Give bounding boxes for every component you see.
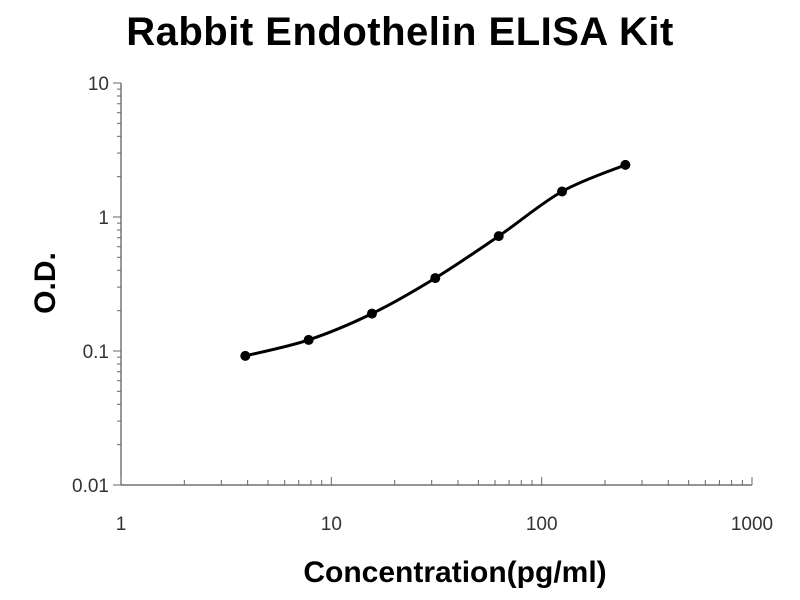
y-tick-label: 10 xyxy=(88,74,109,95)
y-tick-label: 0.01 xyxy=(72,476,109,497)
data-point xyxy=(493,231,504,242)
data-point xyxy=(557,186,568,197)
data-series xyxy=(240,159,631,361)
x-tick-label: 1 xyxy=(116,514,127,535)
y-tick-label: 0.1 xyxy=(83,342,109,363)
data-point xyxy=(303,334,314,345)
chart-title: Rabbit Endothelin ELISA Kit xyxy=(126,10,674,54)
data-point xyxy=(430,273,441,284)
x-tick-label: 1000 xyxy=(731,514,773,535)
x-tick-label: 10 xyxy=(321,514,342,535)
tick-marks xyxy=(113,82,753,486)
x-tick-label: 100 xyxy=(526,514,558,535)
axes xyxy=(120,83,752,486)
y-axis-label: O.D. xyxy=(29,252,62,314)
y-tick-label: 1 xyxy=(98,208,109,229)
data-point xyxy=(366,308,377,319)
data-point xyxy=(240,350,251,361)
tick-labels: 0.01 0.1 1 10 1 10 100 1000 xyxy=(72,74,773,535)
series-line xyxy=(243,163,627,358)
data-point xyxy=(620,159,631,170)
x-axis-label: Concentration(pg/ml) xyxy=(303,556,607,589)
